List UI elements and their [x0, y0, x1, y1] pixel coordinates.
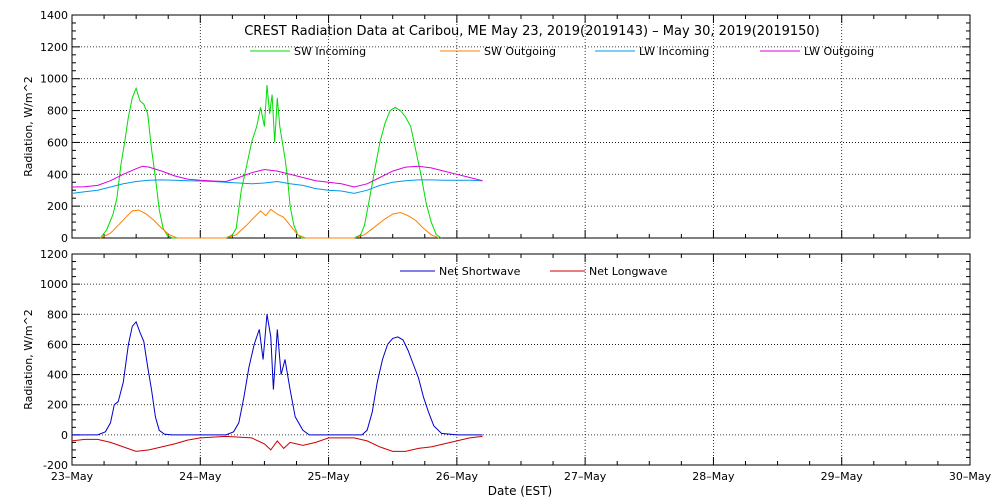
legend-label: Net Shortwave: [439, 265, 521, 278]
y-tick-label: 1400: [40, 9, 68, 22]
y-tick-label: 800: [47, 308, 68, 321]
y-axis-label: Radiation, W/m^2: [22, 76, 35, 177]
legend-label: LW Incoming: [639, 45, 709, 58]
y-tick-label: 1000: [40, 73, 68, 86]
y-tick-label: 600: [47, 136, 68, 149]
series-line-sw-outgoing: [99, 208, 440, 239]
series-line-net-longwave: [71, 435, 483, 452]
y-tick-label: 800: [47, 105, 68, 118]
y-tick-label: 200: [47, 200, 68, 213]
y-tick-label: 400: [47, 369, 68, 382]
series-line-sw-incoming: [99, 85, 442, 239]
x-tick-label: 27–May: [564, 470, 607, 483]
y-tick-label: 0: [61, 429, 68, 442]
chart-title: CREST Radiation Data at Caribou, ME May …: [244, 24, 820, 39]
y-tick-label: 1200: [40, 248, 68, 261]
x-tick-label: 26–May: [436, 470, 479, 483]
x-tick-label: 23–May: [51, 470, 94, 483]
x-tick-label: 29–May: [821, 470, 864, 483]
legend-label: SW Incoming: [294, 45, 366, 58]
x-tick-label: 30–May: [949, 470, 992, 483]
series-line-lw-incoming: [71, 179, 483, 194]
x-tick-label: 28–May: [692, 470, 735, 483]
series-line-net-shortwave: [72, 314, 483, 436]
bottom-panel: -200 0 200 400 600 800 1000 1200 23–May 24–May 25–…: [22, 248, 992, 483]
x-tick-label: 24–May: [179, 470, 222, 483]
legend-label: SW Outgoing: [484, 45, 556, 58]
plot-frame: [71, 253, 971, 466]
y-tick-label: 200: [47, 399, 68, 412]
y-tick-label: 400: [47, 168, 68, 181]
legend-label: Net Longwave: [589, 265, 668, 278]
series-line-lw-outgoing: [71, 165, 483, 188]
y-tick-label: 0: [61, 232, 68, 245]
top-panel: 0 200 400 600 800 1000 1200 1400 Radiation, W/m^…: [22, 9, 971, 245]
y-axis-label: Radiation, W/m^2: [22, 309, 35, 410]
y-tick-label: 600: [47, 338, 68, 351]
x-tick-label: 25–May: [307, 470, 350, 483]
y-tick-label: -200: [43, 459, 68, 472]
legend-label: LW Outgoing: [804, 45, 874, 58]
x-axis-label: Date (EST): [488, 484, 552, 498]
y-tick-label: 1000: [40, 278, 68, 291]
y-tick-label: 1200: [40, 41, 68, 54]
